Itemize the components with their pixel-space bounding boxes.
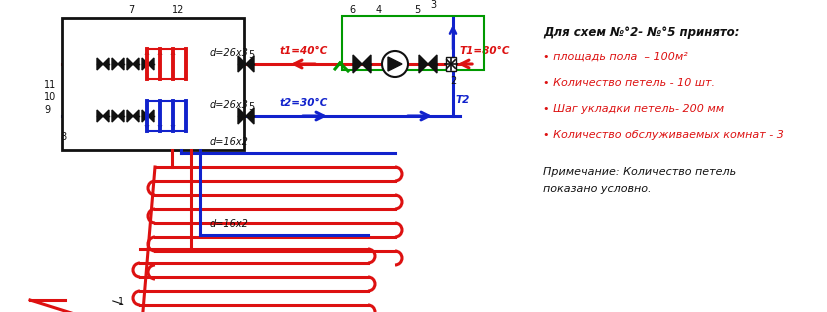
Text: 5: 5 <box>248 102 254 112</box>
Text: 5: 5 <box>248 50 254 60</box>
Text: Для схем №°2- №°5 принято:: Для схем №°2- №°5 принято: <box>543 26 739 39</box>
Text: 7: 7 <box>128 5 134 15</box>
Text: 8: 8 <box>60 132 66 142</box>
Polygon shape <box>118 110 124 122</box>
Polygon shape <box>237 108 246 124</box>
Polygon shape <box>141 58 148 70</box>
Polygon shape <box>103 110 109 122</box>
Text: t2=30°C: t2=30°C <box>280 98 328 108</box>
Text: 3: 3 <box>429 0 436 10</box>
Text: d=26x3: d=26x3 <box>210 48 249 58</box>
Text: • Шаг укладки петель- 200 мм: • Шаг укладки петель- 200 мм <box>543 104 724 114</box>
Polygon shape <box>118 58 124 70</box>
Text: d=26x3: d=26x3 <box>210 100 249 110</box>
Circle shape <box>381 51 408 77</box>
Text: 11: 11 <box>44 80 56 90</box>
Text: t1=40°C: t1=40°C <box>280 46 328 56</box>
Polygon shape <box>127 110 133 122</box>
Text: 5: 5 <box>414 5 420 15</box>
Text: d=16x2: d=16x2 <box>210 219 249 229</box>
Text: Примечание: Количество петель: Примечание: Количество петель <box>543 167 735 177</box>
Text: 1: 1 <box>118 297 124 307</box>
Polygon shape <box>418 55 428 73</box>
Polygon shape <box>246 56 254 72</box>
Polygon shape <box>127 58 133 70</box>
Polygon shape <box>148 110 154 122</box>
Polygon shape <box>133 110 139 122</box>
Polygon shape <box>361 55 370 73</box>
Text: T1=80°C: T1=80°C <box>460 46 510 56</box>
Polygon shape <box>246 108 254 124</box>
Bar <box>446 57 456 71</box>
Text: • Количество петель - 10 шт.: • Количество петель - 10 шт. <box>543 78 715 88</box>
Polygon shape <box>97 58 103 70</box>
Polygon shape <box>112 58 118 70</box>
Polygon shape <box>388 57 402 71</box>
Polygon shape <box>97 110 103 122</box>
Text: d=16x2: d=16x2 <box>210 137 249 147</box>
Polygon shape <box>133 58 139 70</box>
Bar <box>342 16 484 70</box>
Polygon shape <box>352 55 361 73</box>
Text: показано условно.: показано условно. <box>543 184 651 194</box>
Text: 9: 9 <box>44 105 50 115</box>
Text: T2: T2 <box>456 95 470 105</box>
Polygon shape <box>112 110 118 122</box>
Polygon shape <box>237 56 246 72</box>
Polygon shape <box>103 58 109 70</box>
Polygon shape <box>148 58 154 70</box>
Text: 2: 2 <box>449 76 456 86</box>
Text: 10: 10 <box>44 92 56 102</box>
Text: 4: 4 <box>375 5 382 15</box>
Polygon shape <box>428 55 437 73</box>
Text: • Количество обслуживаемых комнат - 3: • Количество обслуживаемых комнат - 3 <box>543 130 783 140</box>
Text: 6: 6 <box>348 5 355 15</box>
Bar <box>62 18 244 150</box>
Polygon shape <box>141 110 148 122</box>
Text: • площадь пола  – 100м²: • площадь пола – 100м² <box>543 52 687 62</box>
Text: 12: 12 <box>172 5 184 15</box>
